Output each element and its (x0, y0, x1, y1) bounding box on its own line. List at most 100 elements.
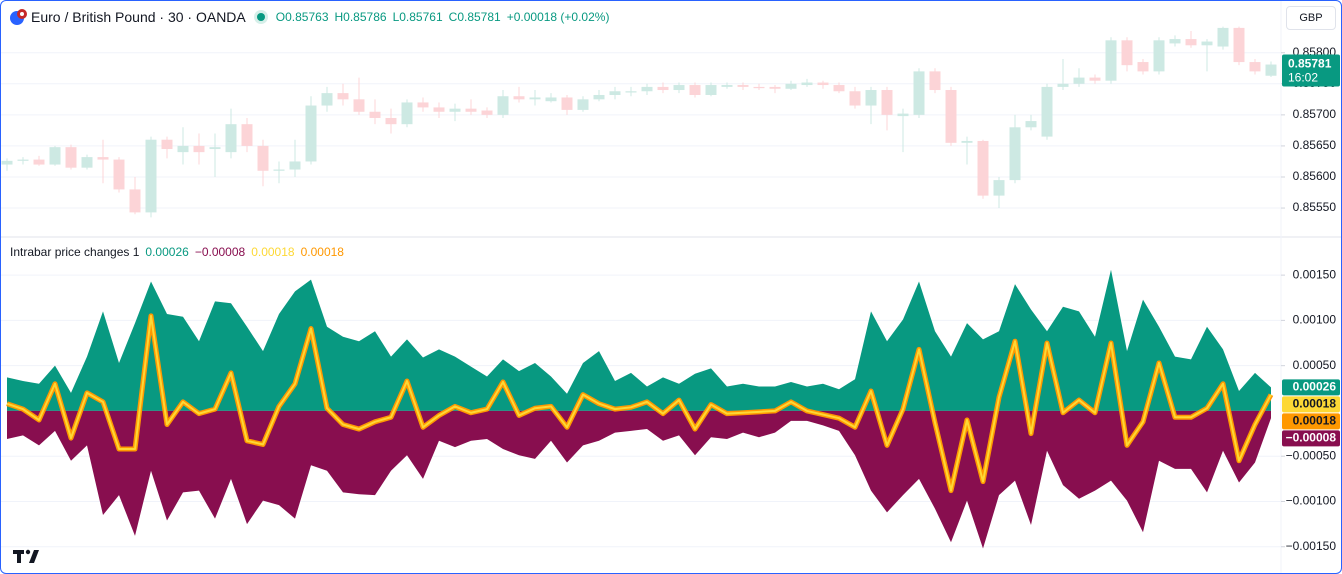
candle-body (753, 86, 765, 89)
candle-body (593, 94, 605, 100)
candle-body (177, 145, 189, 153)
ohlc-value: 0.85763 (285, 10, 329, 24)
ohlc-value: 0.85761 (399, 10, 443, 24)
candle-body (33, 159, 45, 165)
candle-body (273, 169, 285, 171)
candle-body (129, 189, 141, 213)
y-tick-label: 0.85550 (1293, 200, 1337, 214)
candle-body (1153, 40, 1165, 72)
candle-body (481, 110, 493, 115)
candle-body (1073, 77, 1085, 84)
area (7, 269, 1271, 411)
candle-body (865, 90, 877, 106)
last-value-badge (1282, 379, 1340, 396)
last-value-badge (1282, 413, 1340, 430)
candle-body (369, 111, 381, 118)
candle-body (737, 85, 749, 87)
y-tick-label: 0.85650 (1293, 138, 1337, 152)
legend-value: 0.00018 (251, 245, 295, 259)
candle-body (545, 97, 557, 102)
candle-body (385, 117, 397, 125)
candle-body (353, 99, 365, 112)
last-value-label: −0.00008 (1286, 431, 1337, 445)
candle-body (945, 90, 957, 143)
symbol-name[interactable]: Euro / British Pound · 30 · OANDA (31, 9, 246, 25)
candle-body (609, 91, 621, 95)
candle-body (673, 85, 685, 91)
candle-body (561, 97, 573, 110)
candle-body (577, 99, 589, 110)
candle-body (337, 93, 349, 100)
y-tick-label: −0.00150 (1286, 539, 1337, 553)
ohlc-label: L (392, 10, 400, 24)
ohlc-close: C0.85781 (449, 10, 501, 24)
ohlc-value: 0.85786 (343, 10, 387, 24)
indicator-values: 0.00026 −0.00008 0.00018 0.00018 (145, 245, 344, 259)
market-status[interactable] (246, 8, 276, 26)
candle-body (49, 147, 61, 165)
candle-body (225, 124, 237, 153)
candle-body (193, 145, 205, 153)
candle-body (209, 147, 221, 150)
price-change: +0.00018 (+0.02%) (506, 10, 610, 24)
candle-body (17, 159, 29, 161)
price-badge-countdown: 16:02 (1288, 71, 1318, 85)
candle-body (1217, 27, 1229, 47)
candle-body (705, 85, 717, 95)
candle-body (1201, 41, 1213, 46)
ohlc-label: H (334, 10, 344, 24)
ohlc-high: H0.85786 (335, 10, 387, 24)
candle-body (465, 108, 477, 112)
candle-body (113, 159, 125, 190)
candle-body (1265, 64, 1277, 76)
y-tick-label: 0.00050 (1293, 358, 1337, 372)
candle-body (401, 102, 413, 125)
last-value-badge (1282, 396, 1340, 413)
currency-button[interactable]: GBP (1286, 6, 1336, 30)
candle-body (1185, 39, 1197, 46)
candle-body (289, 161, 301, 170)
candle-body (417, 102, 429, 108)
candle-body (817, 82, 829, 86)
area (7, 410, 1271, 549)
last-value-badge (1282, 430, 1340, 447)
candle-body (145, 139, 157, 213)
last-value-label: 0.00018 (1293, 414, 1337, 428)
candle-body (641, 86, 653, 92)
candle-body (257, 145, 269, 171)
y-tick-label: 0.00150 (1293, 267, 1337, 281)
candle-body (977, 140, 989, 196)
ohlc-open: O0.85763 (276, 10, 329, 24)
ohlc-label: O (275, 10, 286, 24)
candle-body (241, 124, 253, 146)
candle-body (513, 96, 525, 100)
candle-body (529, 97, 541, 100)
candle-body (1137, 62, 1149, 72)
candle-body (1025, 121, 1037, 128)
y-tick-label: −0.00100 (1286, 494, 1337, 508)
tradingview-logo (13, 549, 39, 563)
candle-body (1105, 40, 1117, 81)
candle-body (689, 85, 701, 95)
candle-body (897, 113, 909, 117)
y-tick-label: 0.85700 (1293, 107, 1337, 121)
candle-body (321, 93, 333, 106)
legend-value: 0.00018 (300, 245, 344, 259)
candle-body (1041, 86, 1053, 137)
candle-body (625, 91, 637, 93)
candle-body (1, 160, 13, 165)
indicator-legend: Intrabar price changes 1 0.00026 −0.00008… (10, 245, 344, 259)
y-tick-label: −0.00050 (1286, 448, 1337, 462)
symbol-icon (10, 9, 27, 25)
candle-body (769, 86, 781, 89)
line (6, 314, 1272, 492)
symbol-header: Euro / British Pound · 30 · OANDA O0.857… (9, 7, 615, 27)
indicator-title[interactable]: Intrabar price changes 1 (10, 245, 140, 259)
candle-body (65, 147, 77, 168)
candle-body (1057, 83, 1069, 87)
last-value-label: 0.00018 (1293, 397, 1337, 411)
candle-body (785, 83, 797, 89)
ohlc-value: 0.85781 (457, 10, 501, 24)
candle-body (961, 140, 973, 143)
